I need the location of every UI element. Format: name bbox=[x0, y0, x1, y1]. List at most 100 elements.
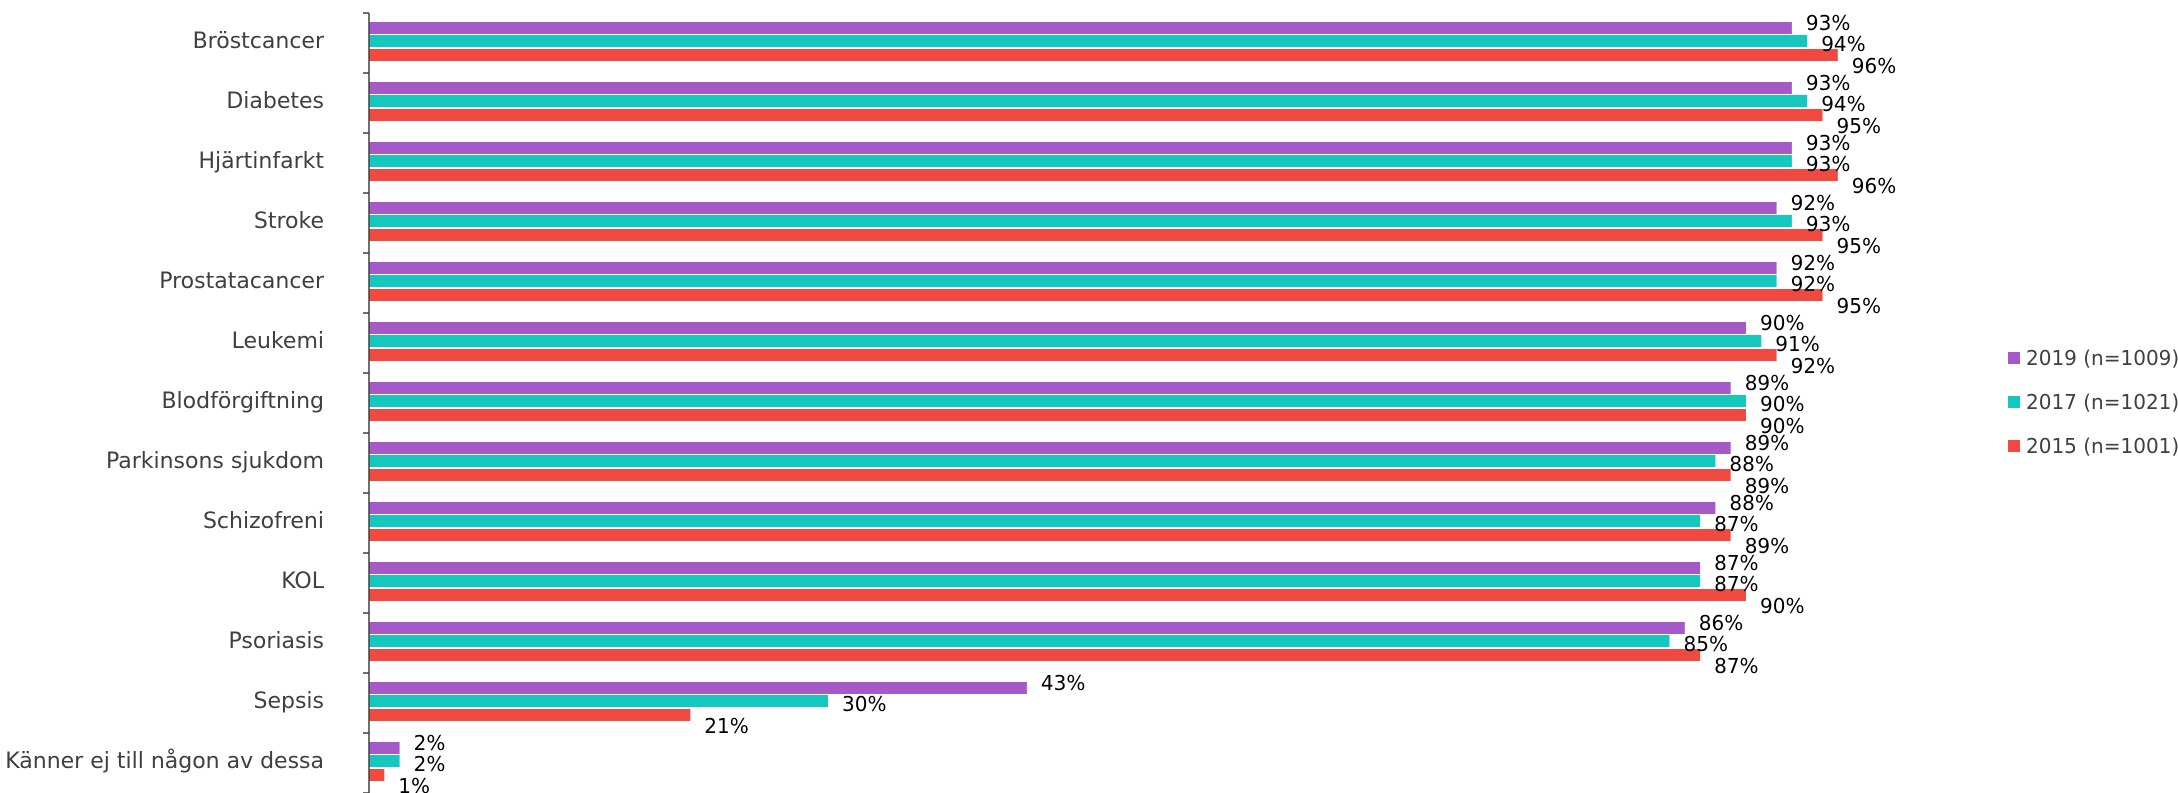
bar bbox=[369, 142, 1792, 154]
bar bbox=[369, 215, 1792, 227]
data-label: 89% bbox=[1745, 371, 1789, 395]
data-label: 85% bbox=[1684, 632, 1728, 656]
data-label: 93% bbox=[1806, 131, 1850, 155]
data-label: 88% bbox=[1729, 491, 1773, 515]
bar bbox=[369, 515, 1701, 527]
data-label: 95% bbox=[1837, 294, 1881, 318]
bar bbox=[369, 755, 400, 767]
bar bbox=[369, 635, 1670, 647]
bar bbox=[369, 529, 1731, 541]
bar bbox=[369, 562, 1701, 574]
data-label: 86% bbox=[1699, 611, 1743, 635]
bar bbox=[369, 95, 1808, 107]
data-label: 93% bbox=[1806, 152, 1850, 176]
bar bbox=[369, 155, 1792, 167]
bar bbox=[369, 409, 1746, 421]
data-label: 2% bbox=[414, 731, 446, 755]
bar bbox=[369, 589, 1746, 601]
bar bbox=[369, 49, 1838, 61]
legend-swatch bbox=[2008, 440, 2020, 452]
bar bbox=[369, 682, 1027, 694]
category-label: Diabetes bbox=[226, 89, 324, 114]
bar bbox=[369, 709, 691, 721]
bar bbox=[369, 649, 1701, 661]
bar bbox=[369, 442, 1731, 454]
bar bbox=[369, 769, 385, 781]
bar bbox=[369, 502, 1716, 514]
category-label: Schizofreni bbox=[203, 509, 324, 534]
category-label: Känner ej till någon av dessa bbox=[5, 748, 324, 774]
data-label: 88% bbox=[1729, 452, 1773, 476]
data-label: 43% bbox=[1041, 671, 1085, 695]
bar bbox=[369, 262, 1777, 274]
category-label: Stroke bbox=[254, 209, 324, 234]
bar bbox=[369, 229, 1823, 241]
data-label: 90% bbox=[1760, 594, 1804, 618]
legend: 2019 (n=1009) 2017 (n=1021) 2015 (n=1001) bbox=[2008, 346, 2178, 458]
value-labels-group: 93%94%96%93%94%95%93%93%96%92%93%95%92%9… bbox=[398, 11, 1896, 793]
bar bbox=[369, 169, 1838, 181]
data-label: 95% bbox=[1837, 114, 1881, 138]
data-label: 92% bbox=[1791, 191, 1835, 215]
bar bbox=[369, 109, 1823, 121]
data-label: 92% bbox=[1791, 272, 1835, 296]
bar bbox=[369, 335, 1762, 347]
data-label: 2% bbox=[414, 752, 446, 776]
legend-swatch bbox=[2008, 396, 2020, 408]
bar bbox=[369, 575, 1701, 587]
data-label: 90% bbox=[1760, 311, 1804, 335]
bar bbox=[369, 349, 1777, 361]
category-label: KOL bbox=[281, 569, 325, 594]
data-label: 30% bbox=[842, 692, 886, 716]
bar bbox=[369, 742, 400, 754]
data-label: 96% bbox=[1852, 54, 1896, 78]
data-label: 87% bbox=[1714, 512, 1758, 536]
legend-label: 2019 (n=1009) bbox=[2026, 346, 2178, 370]
category-label: Blodförgiftning bbox=[161, 389, 324, 414]
data-label: 93% bbox=[1806, 11, 1850, 35]
bar bbox=[369, 382, 1731, 394]
bar bbox=[369, 622, 1685, 634]
bar bbox=[369, 395, 1746, 407]
y-axis-ticks bbox=[363, 12, 369, 793]
data-label: 21% bbox=[704, 714, 748, 738]
data-label: 92% bbox=[1791, 354, 1835, 378]
data-label: 95% bbox=[1837, 234, 1881, 258]
bar bbox=[369, 35, 1808, 47]
data-label: 94% bbox=[1821, 32, 1865, 56]
data-label: 92% bbox=[1791, 251, 1835, 275]
data-label: 90% bbox=[1760, 414, 1804, 438]
data-label: 90% bbox=[1760, 392, 1804, 416]
category-label: Sepsis bbox=[253, 689, 324, 714]
data-label: 93% bbox=[1806, 212, 1850, 236]
category-label: Parkinsons sjukdom bbox=[106, 449, 324, 474]
data-label: 1% bbox=[398, 774, 430, 793]
category-label: Psoriasis bbox=[229, 629, 324, 654]
bar bbox=[369, 275, 1777, 287]
data-label: 89% bbox=[1745, 431, 1789, 455]
data-label: 87% bbox=[1714, 551, 1758, 575]
bar bbox=[369, 695, 828, 707]
category-label: Bröstcancer bbox=[193, 29, 325, 54]
category-label: Leukemi bbox=[232, 329, 324, 354]
data-label: 93% bbox=[1806, 71, 1850, 95]
bar bbox=[369, 289, 1823, 301]
data-label: 89% bbox=[1745, 474, 1789, 498]
legend-label: 2017 (n=1021) bbox=[2026, 390, 2178, 414]
data-label: 94% bbox=[1821, 92, 1865, 116]
bar bbox=[369, 202, 1777, 214]
bar bbox=[369, 322, 1746, 334]
category-label: Prostatacancer bbox=[159, 269, 325, 294]
legend-swatch bbox=[2008, 352, 2020, 364]
data-label: 87% bbox=[1714, 654, 1758, 678]
data-label: 87% bbox=[1714, 572, 1758, 596]
bars-group bbox=[369, 22, 1838, 781]
category-labels-group: Bröstcancer Diabetes Hjärtinfarkt Stroke Pro… bbox=[5, 29, 325, 774]
legend-label: 2015 (n=1001) bbox=[2026, 434, 2178, 458]
category-label: Hjärtinfarkt bbox=[198, 149, 324, 174]
bar bbox=[369, 469, 1731, 481]
bar bbox=[369, 455, 1716, 467]
data-label: 89% bbox=[1745, 534, 1789, 558]
data-label: 96% bbox=[1852, 174, 1896, 198]
